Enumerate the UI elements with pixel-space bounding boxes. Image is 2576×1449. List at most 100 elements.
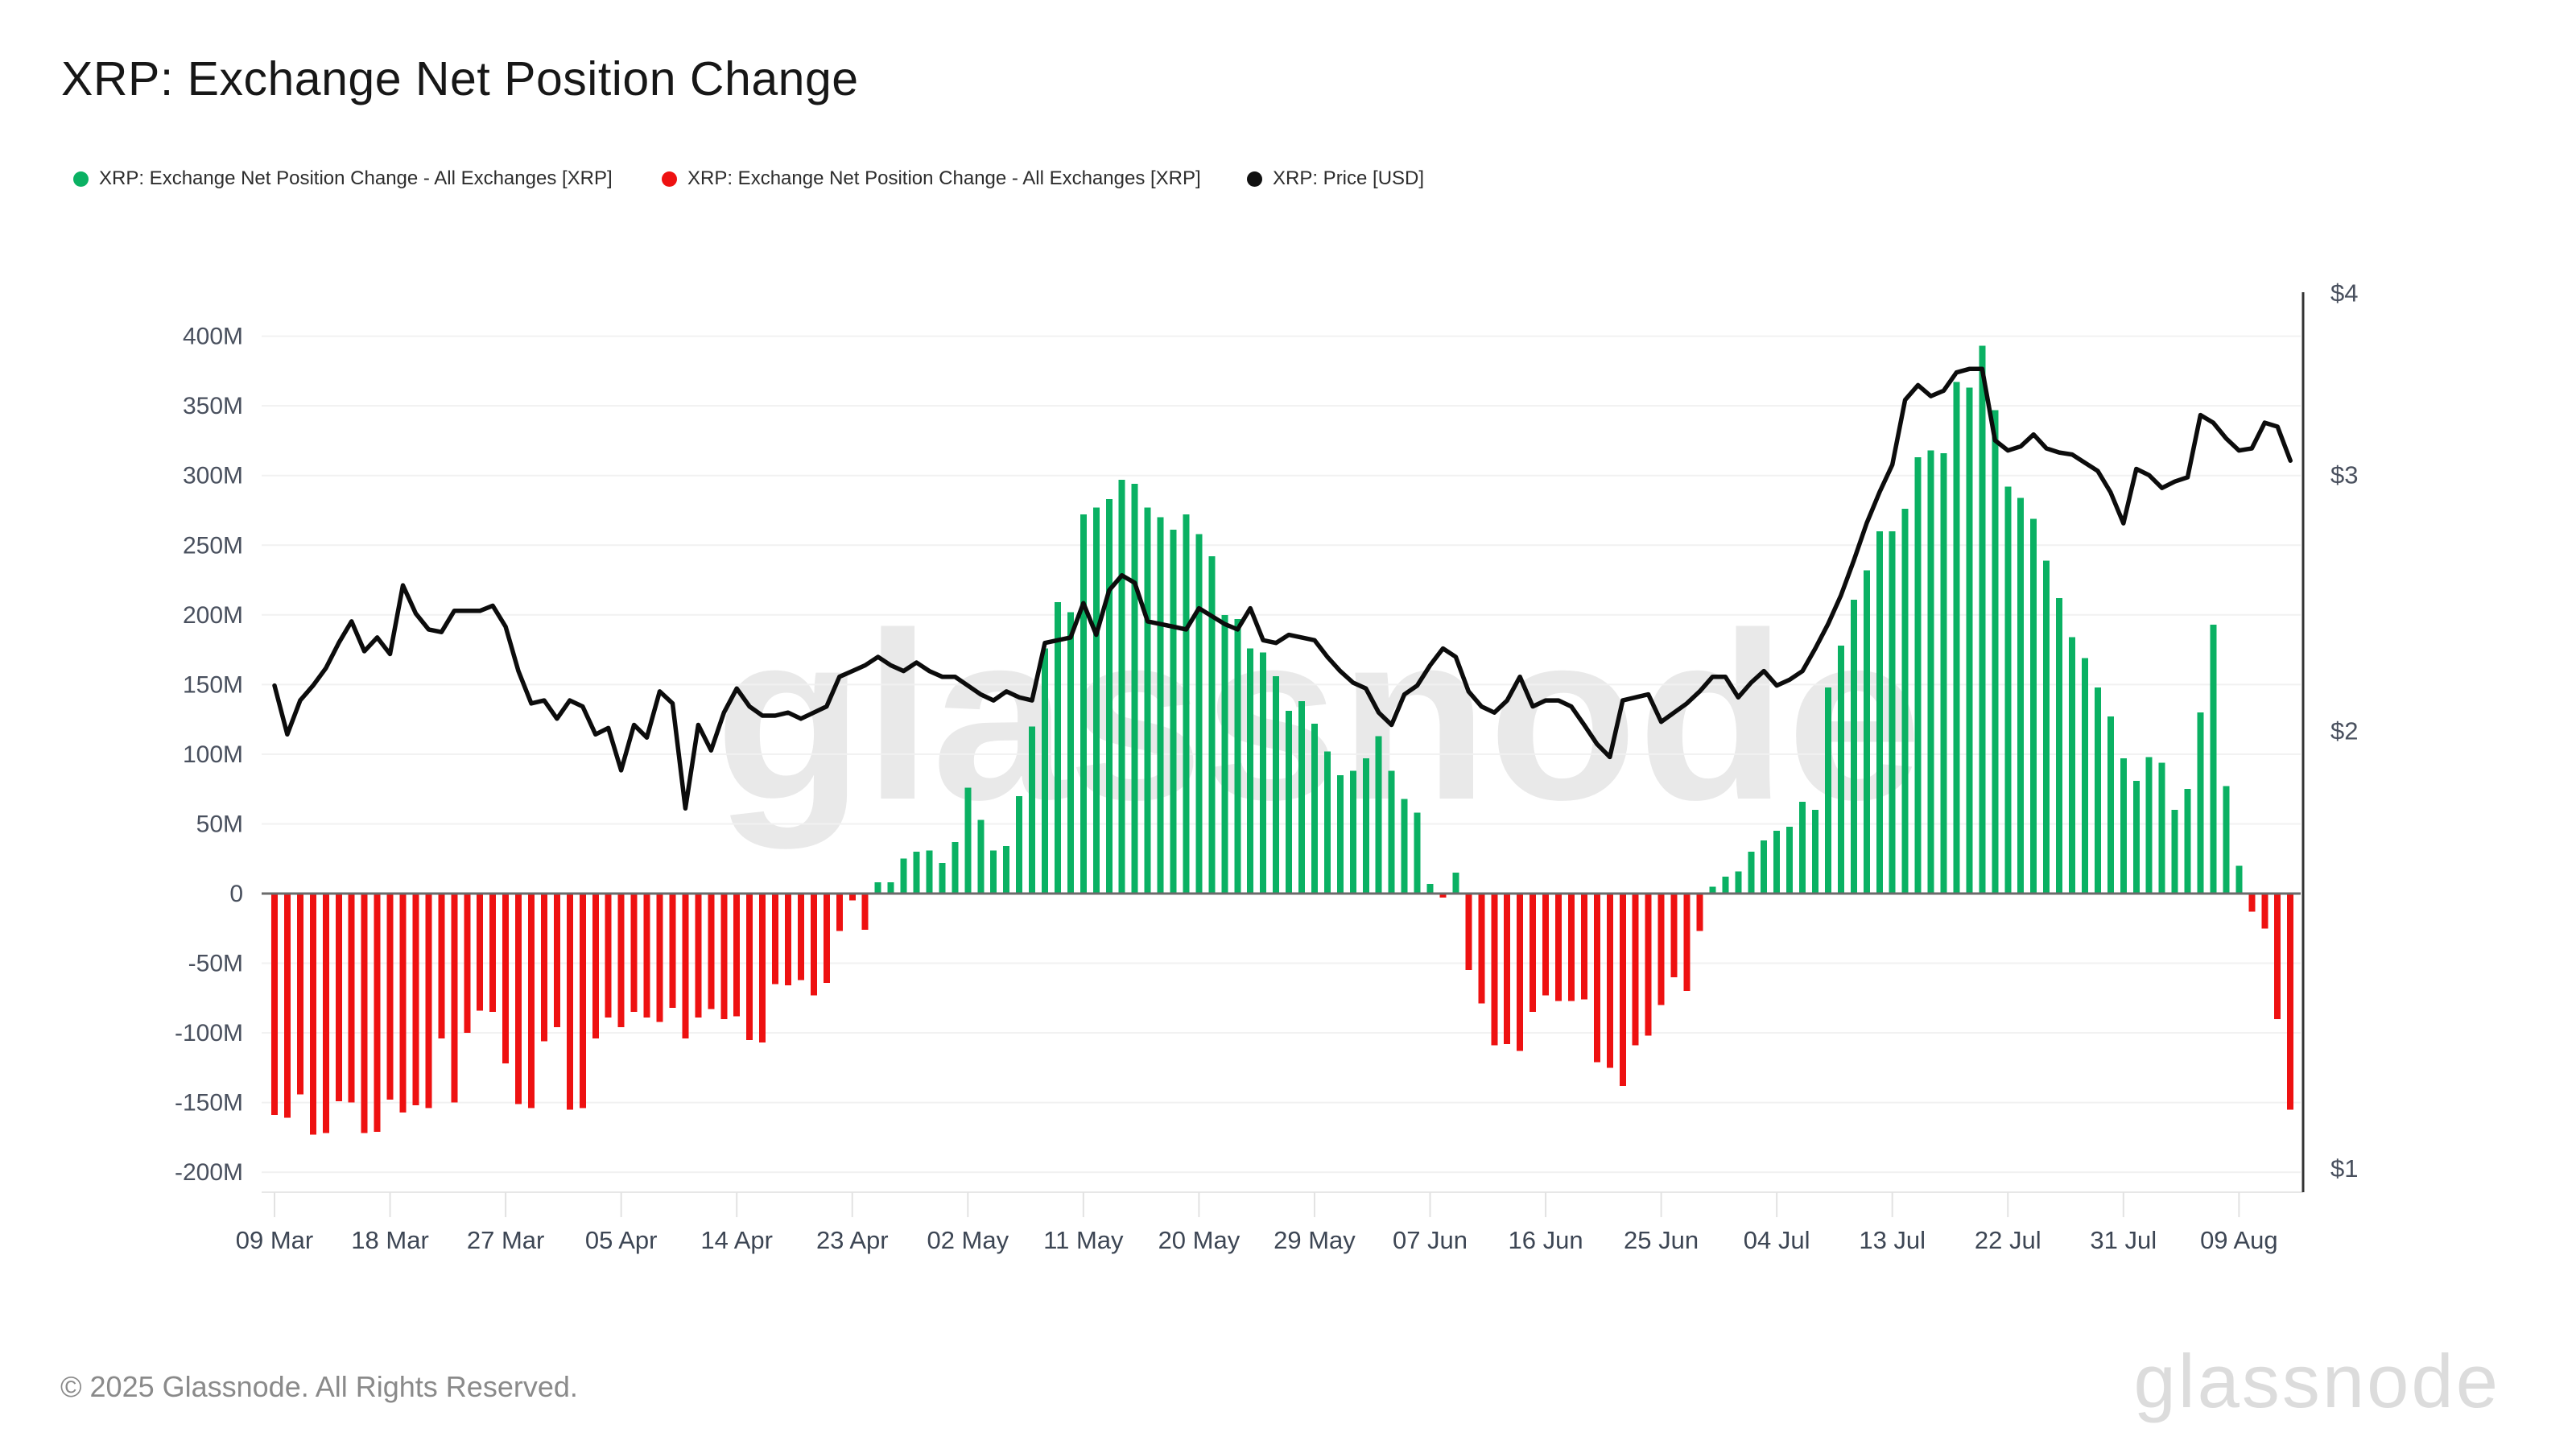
net-position-bar[interactable] <box>759 894 766 1043</box>
net-position-bar[interactable] <box>2235 865 2243 894</box>
net-position-bar[interactable] <box>2030 518 2037 894</box>
net-position-bar[interactable] <box>374 894 381 1133</box>
net-position-bar[interactable] <box>1131 484 1138 894</box>
net-position-bar[interactable] <box>669 894 676 1008</box>
net-position-bar[interactable] <box>1914 457 1922 894</box>
net-position-bar[interactable] <box>797 894 804 980</box>
net-position-bar[interactable] <box>399 894 407 1113</box>
net-position-bar[interactable] <box>477 894 484 1011</box>
net-position-bar[interactable] <box>1735 871 1742 894</box>
net-position-bar[interactable] <box>952 841 959 894</box>
net-position-bar[interactable] <box>733 894 741 1017</box>
net-position-bar[interactable] <box>1632 894 1639 1046</box>
net-position-bar[interactable] <box>1388 770 1395 894</box>
net-position-bar[interactable] <box>438 894 445 1039</box>
net-position-bar[interactable] <box>1029 726 1036 894</box>
net-position-bar[interactable] <box>1645 894 1652 1036</box>
net-position-bar[interactable] <box>296 894 303 1095</box>
net-position-bar[interactable] <box>2184 789 2191 894</box>
net-position-bar[interactable] <box>2043 560 2050 894</box>
net-position-bar[interactable] <box>823 894 830 983</box>
net-position-bar[interactable] <box>540 894 547 1042</box>
net-position-bar[interactable] <box>1298 701 1305 894</box>
net-position-bar[interactable] <box>1286 711 1293 894</box>
net-position-bar[interactable] <box>464 894 471 1034</box>
net-position-bar[interactable] <box>617 894 625 1028</box>
net-position-bar[interactable] <box>1927 450 1934 894</box>
net-position-bar[interactable] <box>1901 509 1909 894</box>
net-position-bar[interactable] <box>2120 758 2127 894</box>
net-position-bar[interactable] <box>412 894 419 1106</box>
net-position-bar[interactable] <box>309 894 316 1135</box>
net-position-bar[interactable] <box>1593 894 1600 1063</box>
net-position-bar[interactable] <box>515 894 522 1104</box>
net-position-bar[interactable] <box>1105 499 1113 894</box>
net-position-bar[interactable] <box>1067 612 1074 894</box>
net-position-bar[interactable] <box>1247 648 1254 894</box>
net-position-bar[interactable] <box>1362 758 1369 894</box>
net-position-bar[interactable] <box>1080 514 1087 894</box>
net-position-bar[interactable] <box>1016 795 1023 894</box>
net-position-bar[interactable] <box>656 894 663 1022</box>
net-position-bar[interactable] <box>2158 762 2165 894</box>
net-position-bar[interactable] <box>2248 894 2256 912</box>
net-position-bar[interactable] <box>348 894 355 1103</box>
net-position-bar[interactable] <box>322 894 329 1133</box>
net-position-bar[interactable] <box>1323 751 1331 894</box>
net-position-bar[interactable] <box>1504 894 1511 1044</box>
net-position-bar[interactable] <box>1606 894 1613 1068</box>
net-position-bar[interactable] <box>2004 486 2012 894</box>
net-position-bar[interactable] <box>772 894 779 985</box>
net-position-bar[interactable] <box>1221 614 1228 894</box>
net-position-bar[interactable] <box>1773 831 1781 894</box>
net-position-bar[interactable] <box>1401 799 1408 894</box>
net-position-bar[interactable] <box>939 862 946 894</box>
net-position-bar[interactable] <box>630 894 638 1013</box>
net-position-bar[interactable] <box>1876 530 1883 894</box>
net-position-bar[interactable] <box>1722 877 1729 894</box>
net-position-bar[interactable] <box>977 819 985 894</box>
net-position-bar[interactable] <box>1208 556 1216 894</box>
net-position-bar[interactable] <box>1003 846 1010 894</box>
net-position-bar[interactable] <box>1953 382 1960 894</box>
net-position-bar[interactable] <box>913 852 920 894</box>
net-position-bar[interactable] <box>1748 852 1755 894</box>
net-position-bar[interactable] <box>1824 687 1831 894</box>
net-position-bar[interactable] <box>1812 810 1818 894</box>
net-position-bar[interactable] <box>682 894 689 1039</box>
price-line[interactable] <box>272 366 2293 811</box>
net-position-bar[interactable] <box>2107 716 2114 894</box>
net-position-bar[interactable] <box>335 894 342 1101</box>
net-position-bar[interactable] <box>2171 810 2178 894</box>
net-position-bar[interactable] <box>874 882 881 894</box>
net-position-bar[interactable] <box>785 894 791 986</box>
net-position-bar[interactable] <box>836 894 843 931</box>
net-position-bar[interactable] <box>1709 886 1716 894</box>
net-position-bar[interactable] <box>926 850 933 894</box>
legend-item-net-position-positive[interactable]: XRP: Exchange Net Position Change - All … <box>73 165 613 192</box>
net-position-bar[interactable] <box>708 894 715 1009</box>
net-position-bar[interactable] <box>566 894 573 1110</box>
net-position-bar[interactable] <box>1619 894 1626 1086</box>
net-position-bar[interactable] <box>1837 645 1844 894</box>
net-position-bar[interactable] <box>1696 894 1703 931</box>
net-position-bar[interactable] <box>2145 757 2153 894</box>
net-position-bar[interactable] <box>848 894 856 901</box>
net-position-bar[interactable] <box>2017 497 2025 894</box>
net-position-bar[interactable] <box>1092 507 1100 894</box>
net-position-bar[interactable] <box>1170 530 1177 894</box>
net-position-bar[interactable] <box>2197 712 2204 894</box>
net-position-bar[interactable] <box>1426 883 1434 894</box>
net-position-bar[interactable] <box>1478 894 1485 1004</box>
net-position-bar[interactable] <box>271 894 278 1116</box>
net-position-bar[interactable] <box>1234 618 1241 894</box>
net-position-bar[interactable] <box>1144 507 1151 894</box>
net-position-bar[interactable] <box>990 850 997 894</box>
net-position-bar[interactable] <box>2274 894 2281 1019</box>
net-position-bar[interactable] <box>720 894 728 1019</box>
legend-item-net-position-negative[interactable]: XRP: Exchange Net Position Change - All … <box>662 165 1201 192</box>
net-position-bar[interactable] <box>1567 894 1575 1001</box>
net-position-bar[interactable] <box>1799 801 1806 894</box>
net-position-bar[interactable] <box>2069 637 2075 894</box>
net-position-bar[interactable] <box>2056 598 2063 894</box>
